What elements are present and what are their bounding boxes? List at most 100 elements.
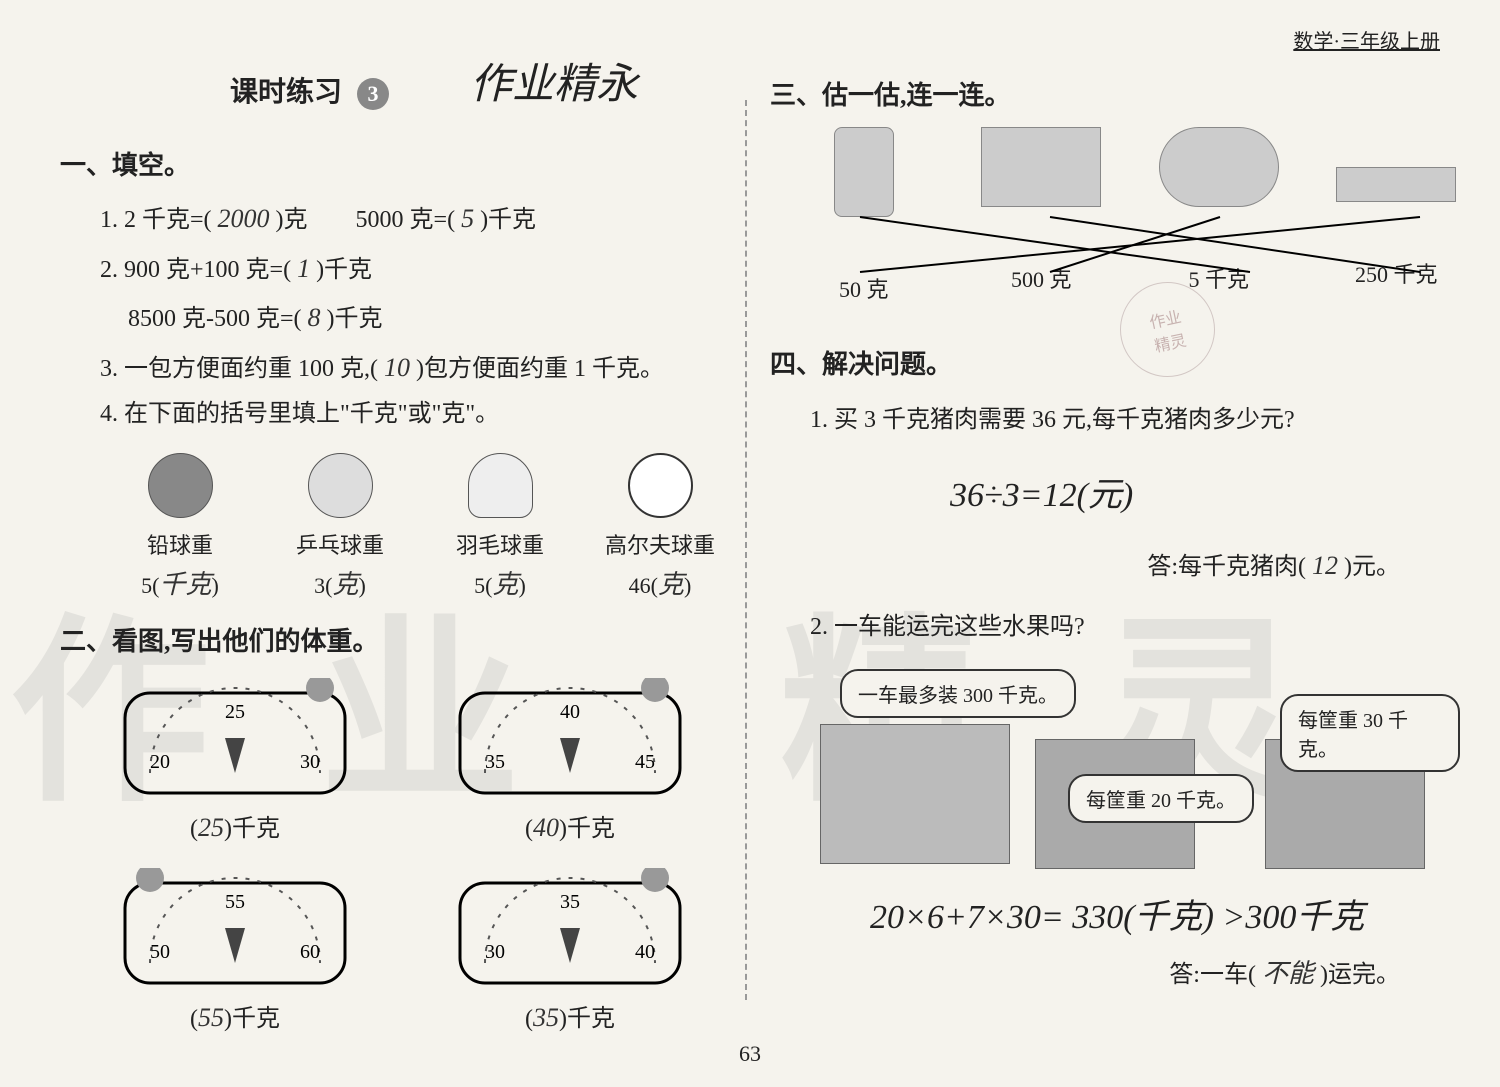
golf-ball-icon — [628, 453, 693, 518]
pre: 答:一车( — [1169, 962, 1256, 988]
ball-label: 羽毛球重 — [440, 528, 560, 560]
q3-pre: 3. 一包方便面约重 100 克,( — [100, 356, 378, 382]
ans: 12 — [1312, 551, 1338, 580]
u: )千克 — [559, 816, 615, 842]
ball-label: 乒乓球重 — [280, 528, 400, 560]
shuttlecock-icon — [468, 453, 533, 518]
n: 5( — [141, 573, 159, 598]
n: 46( — [629, 573, 658, 598]
scale-item: 35 40 45 (40)千克 — [445, 678, 695, 843]
svg-text:40: 40 — [635, 941, 655, 963]
q1-prefix: 1. 2 千克=( — [100, 207, 212, 233]
svg-text:55: 55 — [225, 891, 245, 913]
speech-bubble: 每筐重 20 千克。 — [1068, 774, 1254, 823]
ball-item-badminton: 羽毛球重 5(克) — [440, 453, 560, 601]
title-text: 课时练习 — [230, 77, 342, 108]
header-subject: 数学·三年级上册 — [1293, 25, 1440, 54]
ball-ans: 5(千克) — [120, 564, 240, 601]
lesson-title: 课时练习 3 — [230, 70, 389, 110]
n: 5( — [474, 573, 492, 598]
scale-dial-icon: 50 55 60 — [120, 868, 350, 988]
pingpong-ball-icon — [308, 453, 373, 518]
ball-ans: 3(克) — [280, 564, 400, 601]
section2-title: 二、看图,写出他们的体重。 — [60, 621, 720, 658]
ball-item-golf: 高尔夫球重 46(克) — [600, 453, 720, 601]
q1-line: 1. 2 千克=( 2000 )克 5000 克=( 5 )千克 — [100, 194, 720, 244]
post: )运完。 — [1320, 962, 1400, 988]
a: 千克 — [159, 570, 211, 599]
scale-dial-icon: 35 40 45 — [455, 678, 685, 798]
q2-end: )千克 — [316, 257, 372, 283]
ball-item-pingpong: 乒乓球重 3(克) — [280, 453, 400, 601]
scale-dial-icon: 30 35 40 — [455, 868, 685, 988]
q4-line: 4. 在下面的括号里填上"千克"或"克"。 — [100, 392, 720, 438]
ball-label: 铅球重 — [120, 528, 240, 560]
a: 克 — [658, 570, 684, 599]
ball-ans: 5(克) — [440, 564, 560, 601]
q3-ans: 10 — [384, 353, 410, 382]
svg-text:35: 35 — [485, 751, 505, 773]
a: 25 — [198, 813, 224, 842]
fish-icon — [1159, 127, 1279, 207]
c: ) — [519, 573, 526, 598]
section3-title: 三、估一估,连一连。 — [770, 75, 1460, 112]
c: ) — [359, 573, 366, 598]
q4-2-work: 20×6+7×30= 330(千克) >300千克 — [870, 889, 1460, 938]
speech-bubble: 一车最多装 300 千克。 — [840, 669, 1076, 718]
stamp-text: 精灵 — [1152, 326, 1188, 356]
a: 克 — [332, 570, 358, 599]
scale-item: 50 55 60 (55)千克 — [110, 868, 360, 1033]
q3-line: 3. 一包方便面约重 100 克,( 10 )包方便面约重 1 千克。 — [100, 343, 720, 393]
u: )千克 — [224, 1006, 280, 1032]
ball-label: 高尔夫球重 — [600, 528, 720, 560]
page-number: 63 — [739, 1041, 761, 1067]
q1-ans1: 2000 — [218, 204, 270, 233]
section4-title: 四、解决问题。 — [770, 344, 1460, 381]
q1-mid: )克 — [276, 207, 308, 233]
ball-item-lead: 铅球重 5(千克) — [120, 453, 240, 601]
c: ) — [684, 573, 691, 598]
section1-title: 一、填空。 — [60, 145, 720, 182]
scale-answer: (35)千克 — [445, 998, 695, 1033]
p: ( — [190, 1006, 198, 1032]
scale-item: 20 25 30 (25)千克 — [110, 678, 360, 843]
truck-icon — [820, 724, 1010, 864]
match-row: 50 克 500 克 5 千克 250 千克 作业 精 — [800, 127, 1460, 304]
p: ( — [525, 1006, 533, 1032]
q2-ans1: 1 — [297, 254, 310, 283]
match-connection-lines — [800, 212, 1500, 292]
q2b-pre: 8500 克-500 克=( — [128, 306, 302, 332]
svg-text:30: 30 — [485, 941, 505, 963]
a: 55 — [198, 1003, 224, 1032]
scale-answer: (55)千克 — [110, 998, 360, 1033]
a: 40 — [533, 813, 559, 842]
speech-bubble: 每筐重 30 千克。 — [1280, 694, 1460, 772]
scale-grid: 20 25 30 (25)千克 35 40 45 (40)千克 — [110, 678, 720, 1033]
cow-icon — [981, 127, 1101, 207]
p: ( — [525, 816, 533, 842]
lead-ball-icon — [148, 453, 213, 518]
handwritten-header: 作业精永 — [470, 50, 638, 111]
q2b-end: )千克 — [327, 306, 383, 332]
a: 35 — [533, 1003, 559, 1032]
post: )元。 — [1344, 554, 1400, 580]
q2-pre: 2. 900 克+100 克=( — [100, 257, 291, 283]
column-divider — [745, 100, 747, 1000]
q4-1-ans: 答:每千克猪肉( 12 )元。 — [770, 546, 1400, 581]
ball-ans: 46(克) — [600, 564, 720, 601]
p: ( — [190, 816, 198, 842]
q2-line2: 8500 克-500 克=( 8 )千克 — [128, 293, 720, 343]
q4-2-ans: 答:一车( 不能 )运完。 — [770, 953, 1400, 990]
q1-gap: 5000 克=( — [356, 207, 456, 233]
ball-row: 铅球重 5(千克) 乒乓球重 3(克) 羽毛球重 5(克) 高尔夫球重 46(克… — [120, 453, 720, 601]
ans: 不能 — [1262, 959, 1314, 988]
toothpaste-icon — [1336, 167, 1456, 202]
svg-text:35: 35 — [560, 891, 580, 913]
right-column: 三、估一估,连一连。 50 克 500 克 5 千克 250 千克 — [770, 75, 1460, 990]
c: ) — [212, 573, 219, 598]
q4-1-work: 36÷3=12(元) — [950, 467, 1460, 516]
q1-ans2: 5 — [461, 204, 474, 233]
left-column: 一、填空。 1. 2 千克=( 2000 )克 5000 克=( 5 )千克 2… — [60, 145, 720, 1033]
title-number: 3 — [357, 78, 389, 110]
q3-end: )包方便面约重 1 千克。 — [416, 356, 664, 382]
